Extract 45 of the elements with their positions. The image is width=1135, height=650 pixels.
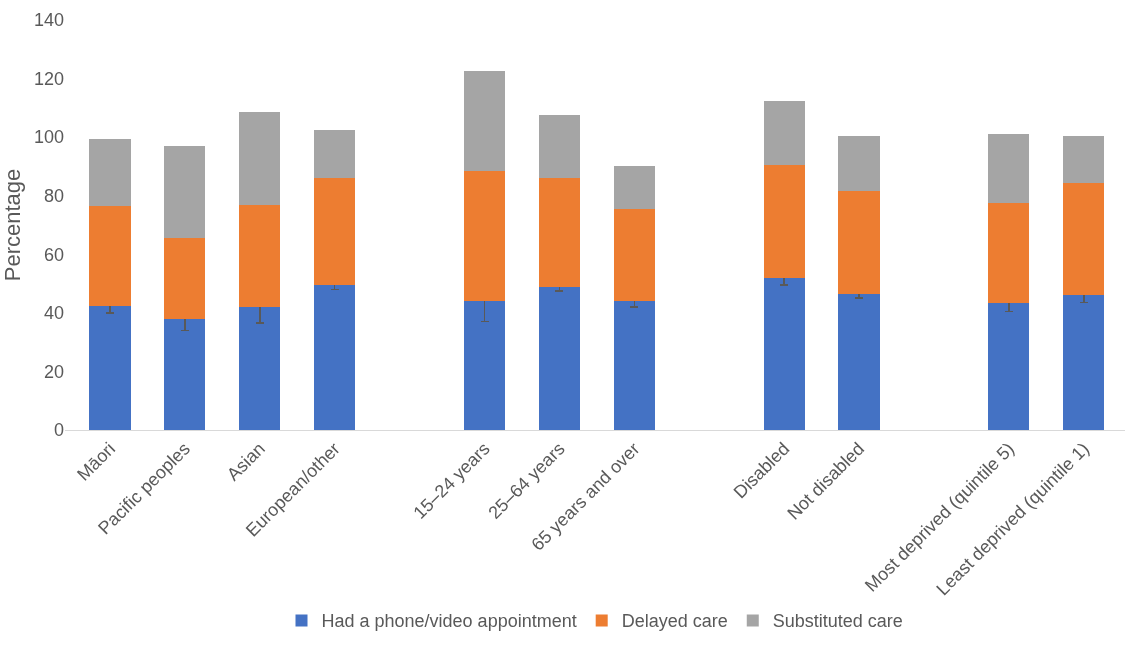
bar [613,301,655,430]
bar [1063,135,1105,183]
bar [463,71,506,171]
bar [613,208,655,302]
bar [838,135,880,192]
bar [89,305,131,430]
y-tick-label: 60 [43,244,64,265]
legend-label: Had a phone/video appointment [321,611,577,632]
bar [164,238,206,319]
y-tick-label: 100 [33,127,64,148]
bar [538,178,581,287]
bar [239,204,281,307]
bar [763,100,805,165]
bar [463,301,506,430]
bar [164,145,206,239]
bar [314,285,356,430]
y-tick-label: 20 [43,361,64,382]
y-tick-label: 120 [33,68,64,89]
bar [838,191,880,294]
y-tick-label: 40 [43,303,64,324]
legend-label: Substituted care [772,611,903,632]
y-tick-label: 0 [53,420,64,441]
bar [89,205,131,306]
bar [988,134,1030,204]
legend-label: Delayed care [621,611,728,632]
bar [763,164,805,278]
bar [613,166,655,209]
bar [988,302,1030,430]
bar [538,115,581,179]
bar [314,129,356,179]
y-tick-label: 80 [43,186,64,207]
bar [838,293,880,430]
bar [164,318,206,430]
bar [763,277,805,430]
bar [314,178,356,286]
bar [538,286,581,430]
bar [988,203,1030,303]
bar [463,170,506,302]
bar [1063,182,1105,296]
y-axis-title: Percentage [0,168,25,282]
bar [1063,295,1105,430]
y-tick-label: 140 [33,10,64,31]
bar [89,138,131,206]
bar [239,112,281,205]
bar [239,307,281,430]
